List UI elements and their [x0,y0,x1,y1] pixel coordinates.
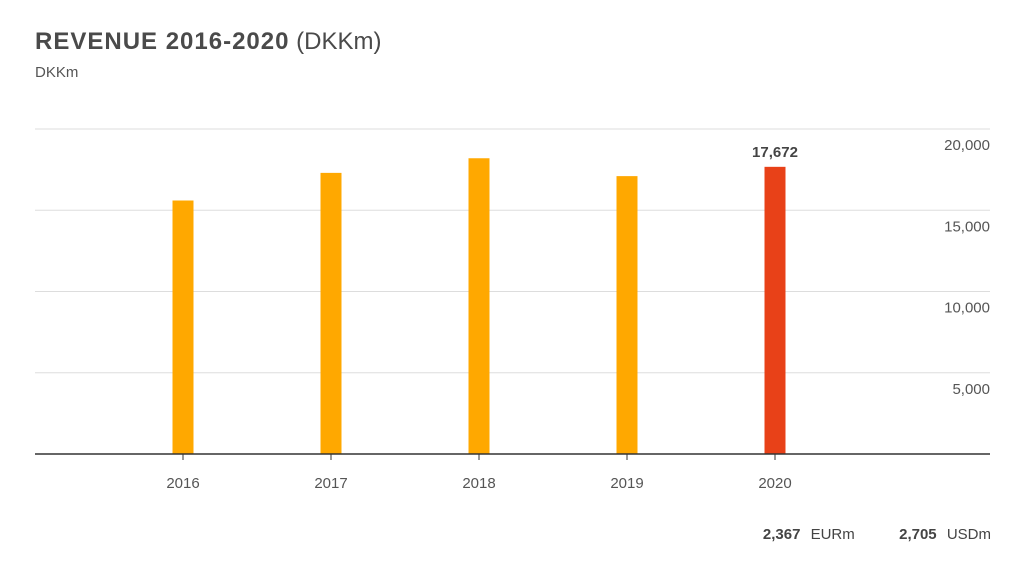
usd-value: 2,705 [899,526,937,543]
x-tick-label: 2016 [166,475,199,492]
bar [172,200,194,454]
eur-value: 2,367 [762,526,801,543]
bar [320,172,342,454]
y-tick-label: 10,000 [944,300,990,317]
y-tick-label: 5,000 [952,381,990,398]
eur-unit: EURm [810,526,855,543]
chart-title: REVENUE 2016-2020 (DKKm) [35,28,381,56]
x-tick-label: 2018 [462,475,495,492]
x-tick-label: 2020 [758,475,791,492]
x-tick-label: 2017 [314,475,347,492]
x-tick-label: 2019 [610,475,643,492]
bar [616,176,638,454]
usd-unit: USDm [946,526,991,543]
bar [764,166,786,454]
chart-title-unit: (DKKm) [296,28,382,55]
y-tick-label: 20,000 [944,137,990,154]
chart-title-text: REVENUE 2016-2020 [35,28,290,55]
data-label: 17,672 [752,144,798,161]
chart-subtitle: DKKm [35,64,79,81]
currency-footer: 2,367 EURm 2,705 USDm [763,526,991,543]
y-tick-label: 15,000 [944,218,990,235]
bar [468,158,490,454]
